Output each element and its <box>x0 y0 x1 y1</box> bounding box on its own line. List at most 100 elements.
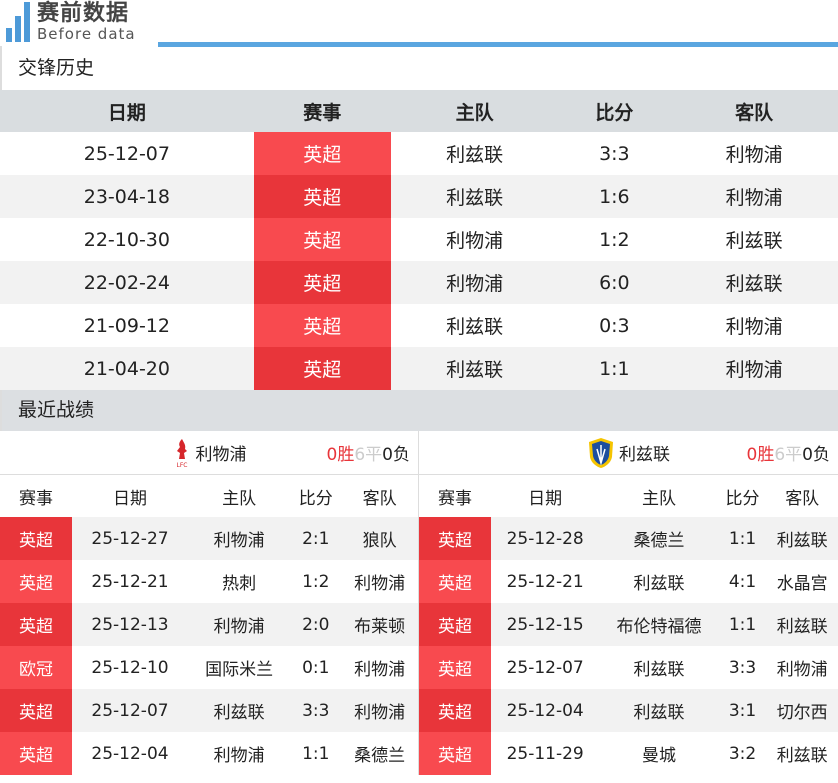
table-cell: 25-12-13 <box>72 603 188 646</box>
table-cell: 利兹联 <box>446 144 504 166</box>
table-row[interactable]: 21-09-12 英超 利兹联 0:3 利物浦 <box>0 304 838 347</box>
table-cell: 利兹联 <box>670 261 838 304</box>
table-cell: 3:3 <box>728 657 757 678</box>
competition-badge: 英超 <box>0 603 72 646</box>
table-cell: 利物浦 <box>725 144 783 166</box>
table-cell: 1:1 <box>718 517 767 560</box>
competition-badge: 英超 <box>253 261 391 304</box>
logo-subtitle: Before data <box>37 25 136 43</box>
table-row[interactable]: 英超 25-12-21 热刺 1:2 利物浦 <box>0 560 418 603</box>
svg-text:LFC: LFC <box>176 462 187 469</box>
table-row[interactable]: 21-04-20 英超 利兹联 1:1 利物浦 <box>0 347 838 390</box>
table-cell: 桑德兰 <box>599 517 719 560</box>
table-cell: 利兹联 <box>725 230 783 252</box>
table-row[interactable]: 英超 25-12-13 利物浦 2:0 布莱顿 <box>0 603 418 646</box>
table-cell: 狼队 <box>341 517 418 560</box>
h2h-title: 交锋历史 <box>0 46 838 90</box>
column-header: 客队 <box>362 488 397 509</box>
leeds-crest-icon <box>587 437 615 469</box>
header-row: 赛事 日期 主队 比分 客队 <box>419 475 838 517</box>
bar-chart-icon <box>6 2 30 42</box>
table-cell: 切尔西 <box>766 689 838 732</box>
table-row[interactable]: 22-10-30 英超 利物浦 1:2 利兹联 <box>0 218 838 261</box>
table-cell: 25-11-29 <box>506 743 584 764</box>
table-cell: 利物浦 <box>341 689 418 732</box>
record-draw-label: 平 <box>365 445 383 465</box>
table-cell: 利兹联 <box>446 316 504 338</box>
table-cell: 利物浦 <box>670 175 838 218</box>
table-cell: 3:2 <box>728 743 757 764</box>
table-cell: 25-12-15 <box>491 603 600 646</box>
table-row[interactable]: 英超 25-12-27 利物浦 2:1 狼队 <box>0 517 418 560</box>
table-cell: 3:3 <box>599 142 630 165</box>
table-cell: 2:1 <box>290 517 342 560</box>
recent-form: LFC 利物浦 0胜6平0负 赛事 日期 主队 比分 客队 英超 25-12-27 利物浦 2:1 狼队… <box>0 431 838 775</box>
column-header: 日期 <box>528 488 563 509</box>
column-header: 比分 <box>298 488 333 509</box>
table-cell: 25-12-27 <box>72 517 188 560</box>
record-draw-label: 平 <box>785 445 803 465</box>
column-header: 主队 <box>641 488 676 509</box>
table-cell: 利兹联 <box>766 603 838 646</box>
record-losses: 0 <box>382 445 393 465</box>
table-row[interactable]: 英超 25-12-28 桑德兰 1:1 利兹联 <box>419 517 838 560</box>
table-cell: 利兹联 <box>390 347 559 390</box>
column-header: 主队 <box>390 90 559 132</box>
table-cell: 22-02-24 <box>0 261 254 304</box>
table-cell: 利物浦 <box>725 316 783 338</box>
table-cell: 25-12-28 <box>491 517 600 560</box>
team-panel: LFC 利物浦 0胜6平0负 赛事 日期 主队 比分 客队 英超 25-12-27 利物浦 2:1 狼队… <box>0 431 419 775</box>
table-cell: 利兹联 <box>188 689 291 732</box>
logo: 赛前数据 Before data <box>6 2 136 42</box>
column-header: 比分 <box>558 90 671 132</box>
table-cell: 25-12-10 <box>91 657 169 678</box>
team-header: LFC 利物浦 0胜6平0负 <box>0 431 418 475</box>
header-row: 赛事 日期 主队 比分 客队 <box>0 475 418 517</box>
table-cell: 利物浦 <box>354 660 406 680</box>
table-row[interactable]: 23-04-18 英超 利兹联 1:6 利物浦 <box>0 175 838 218</box>
competition-badge: 英超 <box>419 646 491 689</box>
table-row[interactable]: 25-12-07 英超 利兹联 3:3 利物浦 <box>0 132 838 175</box>
logo-title: 赛前数据 <box>37 1 130 26</box>
table-cell: 6:0 <box>558 261 671 304</box>
competition-badge: 英超 <box>0 560 72 603</box>
competition-badge: 英超 <box>253 175 391 218</box>
table-cell: 0:1 <box>302 657 330 678</box>
table-row[interactable]: 欧冠 25-12-10 国际米兰 0:1 利物浦 <box>0 646 418 689</box>
table-row[interactable]: 英超 25-12-04 利物浦 1:1 桑德兰 <box>0 732 418 775</box>
table-cell: 1:6 <box>558 175 671 218</box>
record-draws: 6 <box>774 445 786 465</box>
table-row[interactable]: 英超 25-12-07 利兹联 3:3 利物浦 <box>0 689 418 732</box>
h2h-table: 日期 赛事 主队 比分 客队 25-12-07 英超 利兹联 3:3 利物浦 23-04-18 英超… <box>0 90 838 390</box>
table-cell: 25-12-21 <box>91 571 169 592</box>
table-cell: 利物浦 <box>446 230 504 252</box>
table-cell: 利兹联 <box>766 517 838 560</box>
table-cell: 3:1 <box>718 689 767 732</box>
table-row[interactable]: 22-02-24 英超 利物浦 6:0 利兹联 <box>0 261 838 304</box>
team-name: 利兹联 <box>619 445 670 465</box>
table-cell: 利兹联 <box>390 175 559 218</box>
recent-title: 最近战绩 <box>0 390 838 431</box>
table-cell: 利物浦 <box>390 261 559 304</box>
table-cell: 利物浦 <box>213 746 265 766</box>
column-header: 赛事 <box>19 488 53 509</box>
record-loss-label: 负 <box>393 445 410 465</box>
table-cell: 国际米兰 <box>205 660 274 680</box>
table-cell: 利物浦 <box>188 603 291 646</box>
table-cell: 利兹联 <box>633 660 685 680</box>
table-cell: 1:2 <box>599 228 630 251</box>
column-header: 比分 <box>725 488 760 509</box>
table-row[interactable]: 英超 25-12-04 利兹联 3:1 切尔西 <box>419 689 838 732</box>
competition-badge: 英超 <box>253 218 391 261</box>
competition-badge: 英超 <box>419 732 491 775</box>
table-cell: 4:1 <box>728 571 757 592</box>
competition-badge: 欧冠 <box>0 646 72 689</box>
table-row[interactable]: 英超 25-11-29 曼城 3:2 利兹联 <box>419 732 838 775</box>
competition-badge: 英超 <box>419 517 491 560</box>
team-record: 0胜6平0负 <box>327 440 410 465</box>
table-cell: 利物浦 <box>188 517 291 560</box>
table-row[interactable]: 英超 25-12-21 利兹联 4:1 水晶宫 <box>419 560 838 603</box>
table-row[interactable]: 英超 25-12-07 利兹联 3:3 利物浦 <box>419 646 838 689</box>
recent-table: 赛事 日期 主队 比分 客队 英超 25-12-28 桑德兰 1:1 利兹联 英超 25-12-21 利… <box>419 475 838 775</box>
table-row[interactable]: 英超 25-12-15 布伦特福德 1:1 利兹联 <box>419 603 838 646</box>
